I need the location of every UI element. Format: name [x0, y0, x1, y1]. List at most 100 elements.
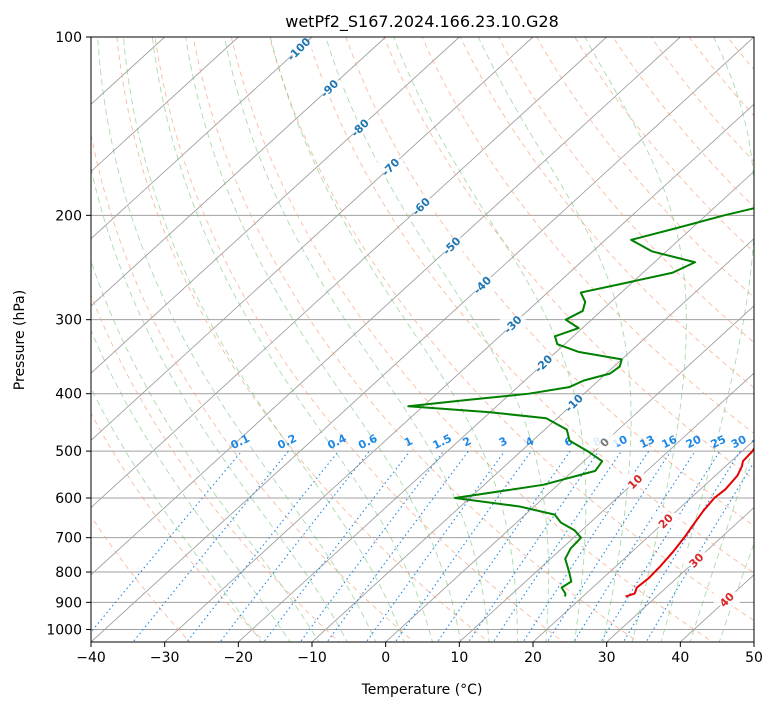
isotherm-line [91, 37, 460, 374]
isotherm-line [459, 372, 754, 642]
dry-adiabat-line [269, 37, 754, 622]
mixing-ratio-label: 36 [750, 433, 770, 452]
x-tick-label: 40 [671, 650, 689, 666]
moist-adiabat-line [122, 37, 405, 642]
x-axis: −40 −30 −20 −10 0 10 20 30 40 50 [76, 642, 763, 666]
moist-adiabat-line [91, 166, 348, 642]
mixing-ratio-line [573, 450, 696, 642]
line-label-bg [499, 316, 526, 331]
x-axis-label: Temperature (°C) [361, 682, 483, 698]
x-tick-label: 30 [598, 650, 616, 666]
moist-adiabat-line [223, 37, 490, 642]
line-label-bg [683, 552, 710, 567]
mixing-ratio-line [326, 450, 469, 642]
reference-lines [91, 37, 754, 642]
mixing-ratio-label: 16 [660, 433, 680, 452]
dry-adiabat-line [307, 37, 754, 574]
line-label-bg [560, 395, 587, 410]
x-tick-label: −30 [150, 650, 180, 666]
y-tick-label: 300 [55, 313, 82, 329]
mixing-ratio-line [263, 450, 411, 642]
dry-adiabat-line [116, 37, 490, 642]
mixing-ratio-label: 20 [684, 433, 704, 452]
dry-adiabat-line [230, 37, 714, 642]
mixing-ratio-line [622, 450, 741, 642]
isotherm-line [164, 103, 754, 642]
dry-adiabat-line [192, 37, 639, 642]
line-label-bg [438, 237, 465, 252]
isotherm-line [91, 37, 754, 642]
moist-adiabat-line [393, 37, 587, 642]
x-tick-label: 0 [381, 650, 390, 666]
y-tick-label: 400 [55, 387, 82, 403]
moist-adiabat-line [269, 37, 518, 642]
moist-adiabat-line [91, 387, 262, 642]
y-tick-label: 500 [55, 444, 82, 460]
mixing-ratio-line [546, 450, 672, 642]
line-label-bg [469, 277, 496, 292]
moist-adiabat-line [584, 37, 687, 642]
line-label-bg [316, 80, 343, 95]
mixing-ratio-label: 30 [729, 433, 749, 452]
x-tick-label: 10 [450, 650, 468, 666]
profile-lines [407, 207, 754, 598]
mixing-ratio-line [492, 450, 622, 642]
isotherm-line [238, 170, 754, 642]
mixing-ratio-line [91, 450, 243, 633]
moist-adiabat-line [97, 37, 377, 642]
mixing-ratio-line [219, 450, 370, 642]
dry-adiabat-line [91, 515, 191, 642]
dry-adiabat-line [91, 412, 266, 642]
dry-adiabat-line [154, 37, 565, 642]
x-tick-label: 20 [524, 650, 542, 666]
line-label-bg [652, 513, 679, 527]
isotherm-line [91, 37, 607, 509]
y-axis-label: Pressure (hPa) [12, 290, 28, 390]
dry-adiabat-line [91, 293, 340, 642]
moist-adiabat-line [689, 444, 754, 642]
moist-adiabat-line [185, 37, 462, 642]
isotherm-line [91, 37, 681, 576]
line-label-bg [713, 591, 740, 606]
line-label-bg [377, 159, 404, 174]
y-tick-label: 600 [55, 491, 82, 507]
isotherm-line [91, 37, 313, 240]
line-label-bg [591, 434, 618, 449]
mixing-ratio-label: 13 [637, 433, 656, 451]
mixing-ratio-line [186, 450, 339, 642]
line-label-bg [285, 41, 312, 56]
y-tick-label: 1000 [46, 622, 82, 638]
moist-adiabat-line [660, 37, 754, 642]
isotherm-line [606, 506, 754, 642]
y-tick-label: 900 [55, 595, 82, 611]
plot-frame [90, 36, 755, 643]
line-label-bg [530, 355, 557, 370]
x-tick-label: −10 [297, 650, 327, 666]
moist-adiabat-line [91, 259, 320, 642]
y-tick-label: 800 [55, 565, 82, 581]
mixing-ratio-line [600, 450, 721, 642]
moist-adiabat-line [151, 37, 433, 642]
dry-adiabat-line [459, 37, 754, 389]
dewpoint-profile-line [407, 207, 754, 597]
x-tick-label: −20 [224, 650, 254, 666]
y-tick-label: 100 [55, 30, 82, 46]
dry-adiabat-line [91, 131, 415, 642]
moist-adiabat-line [91, 329, 291, 642]
x-tick-label: −40 [76, 650, 106, 666]
line-label-bg [408, 198, 435, 213]
y-tick-label: 700 [55, 531, 82, 547]
isotherm-line [91, 37, 239, 173]
x-tick-label: 50 [745, 650, 763, 666]
isotherm-line [91, 37, 386, 307]
mixing-ratio-line [436, 450, 571, 642]
y-tick-label: 200 [55, 208, 82, 224]
line-label-bg [622, 473, 649, 488]
isotherm-line [91, 37, 534, 441]
mixing-ratio-line [467, 450, 600, 642]
moist-adiabat-line [477, 37, 632, 642]
chart-title: wetPf2_S167.2024.166.23.10.G28 [285, 12, 559, 32]
mixing-ratio-label: 25 [709, 433, 728, 451]
